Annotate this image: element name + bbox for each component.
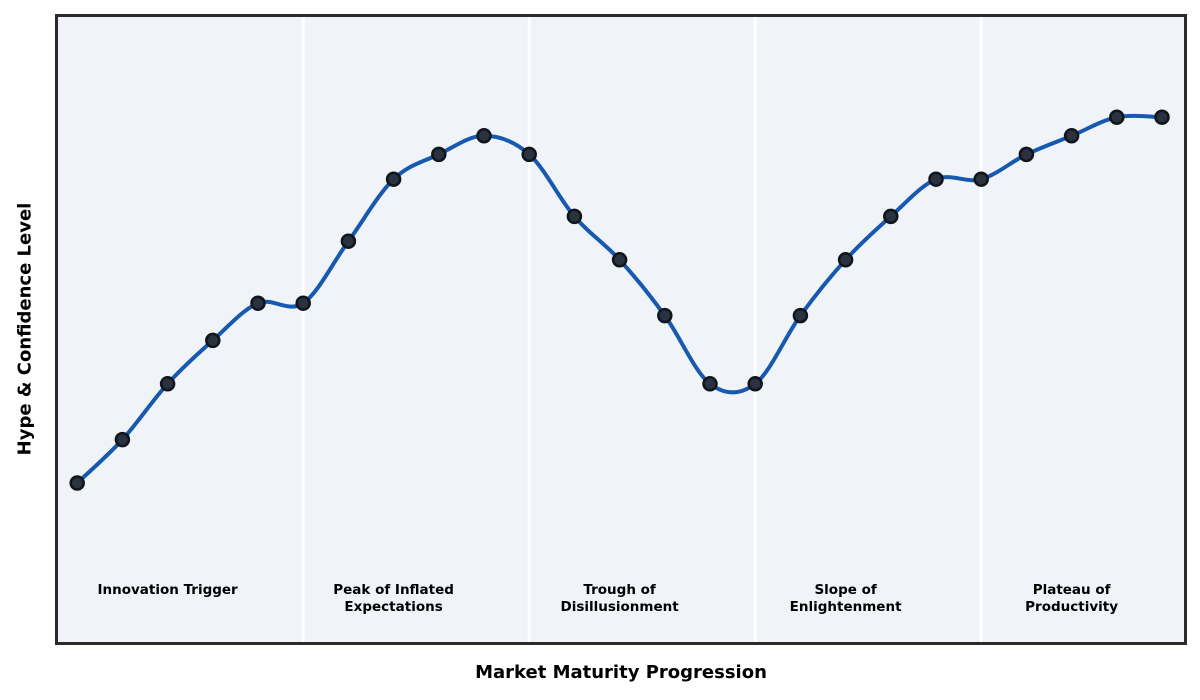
- phase-dividers: [301, 17, 983, 642]
- data-point-marker: [340, 233, 357, 249]
- data-point-marker: [837, 252, 854, 268]
- data-point-marker: [385, 171, 402, 187]
- data-point-markers: [69, 109, 1170, 491]
- phase-label-trough-of-disillusionment: Trough of Disillusionment: [560, 582, 679, 615]
- phase-label-innovation-trigger: Innovation Trigger: [97, 582, 238, 598]
- data-point-marker: [159, 376, 176, 392]
- data-point-marker: [973, 171, 989, 187]
- data-point-marker: [1018, 146, 1035, 163]
- data-point-marker: [69, 475, 85, 491]
- x-axis-label: Market Maturity Progression: [475, 662, 767, 683]
- data-point-marker: [1109, 109, 1125, 125]
- plot-area: Innovation Trigger Peak of Inflated Expect…: [55, 14, 1187, 645]
- data-point-marker: [476, 128, 492, 144]
- phase-label-slope-of-enlightenment: Slope of Enlightenment: [789, 582, 902, 615]
- data-point-marker: [1063, 128, 1080, 144]
- phase-label-plateau-of-productivity: Plateau of Productivity: [1025, 582, 1119, 615]
- data-point-marker: [250, 295, 266, 311]
- data-point-marker: [928, 171, 944, 187]
- phase-label-peak-of-inflated-expectations: Peak of Inflated Expectations: [333, 582, 454, 615]
- data-point-marker: [747, 376, 763, 392]
- data-point-marker: [611, 252, 628, 268]
- hype-curve-line: [75, 113, 1164, 485]
- data-point-marker: [431, 146, 447, 163]
- data-point-marker: [566, 208, 583, 225]
- data-point-marker: [521, 146, 537, 163]
- data-point-marker: [114, 431, 131, 448]
- data-point-marker: [702, 376, 718, 392]
- hype-curve-chart: [69, 17, 1170, 642]
- data-point-marker: [295, 295, 311, 311]
- data-point-marker: [205, 332, 221, 349]
- data-point-marker: [1154, 109, 1170, 125]
- data-point-marker: [792, 307, 809, 324]
- data-point-marker: [883, 208, 899, 225]
- y-axis-label: Hype & Confidence Level: [14, 202, 36, 456]
- data-point-marker: [657, 307, 673, 324]
